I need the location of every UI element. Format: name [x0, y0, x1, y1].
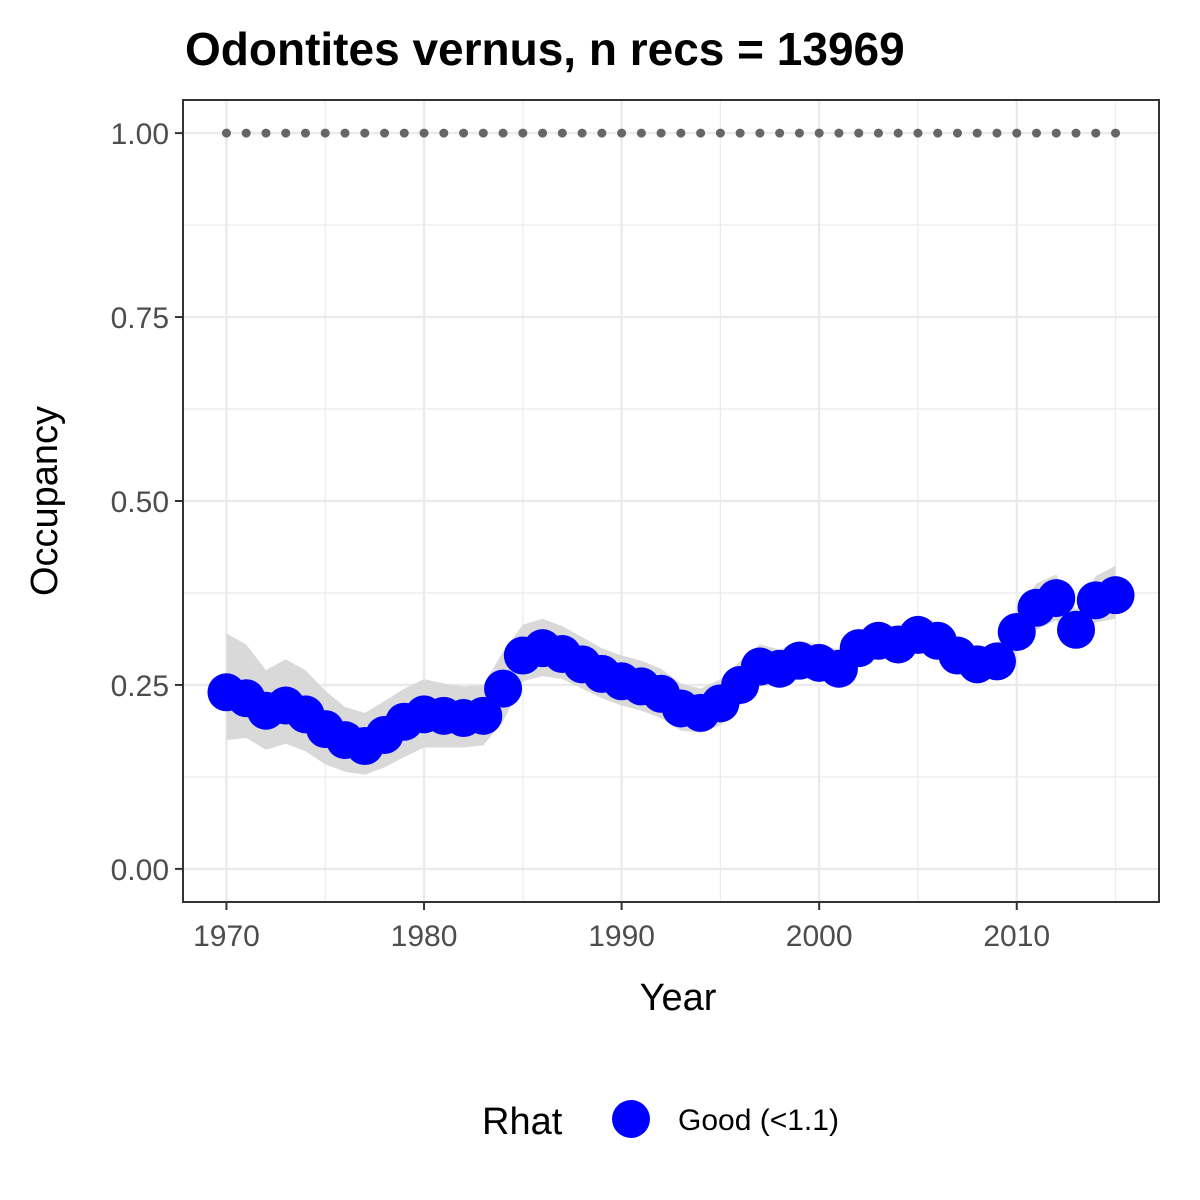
reference-dot: [518, 128, 528, 138]
reference-dot: [1032, 128, 1042, 138]
reference-dot: [261, 128, 271, 138]
reference-dot: [972, 128, 982, 138]
x-tick-label: 1990: [588, 920, 655, 953]
reference-dot: [538, 128, 548, 138]
reference-dot: [597, 128, 607, 138]
reference-dot: [814, 128, 824, 138]
x-tick-label: 2000: [786, 920, 853, 953]
reference-dot: [557, 128, 567, 138]
legend-title: Rhat: [482, 1101, 563, 1143]
reference-dot: [478, 128, 488, 138]
data-point: [1037, 579, 1076, 618]
reference-dot: [399, 128, 409, 138]
data-point: [1096, 576, 1135, 615]
reference-dot: [459, 128, 469, 138]
x-tick-label: 1980: [391, 920, 458, 953]
x-tick-label: 1970: [193, 920, 260, 953]
reference-dot: [873, 128, 883, 138]
reference-dot: [794, 128, 804, 138]
y-axis-ticks: 0.00 0.25 0.50 0.75 1.00: [111, 118, 183, 887]
reference-dot: [1012, 128, 1022, 138]
reference-dot: [933, 128, 943, 138]
reference-dot: [281, 128, 291, 138]
y-tick-label: 1.00: [111, 118, 169, 151]
reference-dot: [419, 128, 429, 138]
reference-dot: [913, 128, 923, 138]
chart-title: Odontites vernus, n recs = 13969: [185, 23, 905, 75]
reference-dot: [755, 128, 765, 138]
reference-dot: [775, 128, 785, 138]
reference-dot: [320, 128, 330, 138]
data-point: [977, 642, 1016, 681]
y-tick-label: 0.50: [111, 486, 169, 519]
reference-dot: [992, 128, 1002, 138]
reference-dot: [1051, 128, 1061, 138]
reference-dot: [221, 128, 231, 138]
reference-dot: [617, 128, 627, 138]
legend-label-good: Good (<1.1): [678, 1104, 839, 1137]
data-points: [207, 576, 1135, 766]
reference-dot: [636, 128, 646, 138]
y-tick-label: 0.25: [111, 670, 169, 703]
data-point: [484, 669, 523, 708]
reference-dot: [834, 128, 844, 138]
reference-dot: [1111, 128, 1121, 138]
reference-dot: [241, 128, 251, 138]
reference-dot: [735, 128, 745, 138]
reference-dot: [1071, 128, 1081, 138]
y-tick-label: 0.75: [111, 302, 169, 335]
reference-dot: [656, 128, 666, 138]
reference-dot: [696, 128, 706, 138]
data-point: [1057, 610, 1096, 649]
reference-dot: [854, 128, 864, 138]
reference-dot: [577, 128, 587, 138]
x-axis-title: Year: [640, 977, 717, 1019]
y-axis-title: Occupancy: [24, 406, 66, 596]
x-axis-ticks: 1970 1980 1990 2000 2010: [193, 902, 1050, 953]
reference-dot: [952, 128, 962, 138]
reference-dot: [676, 128, 686, 138]
reference-dot: [340, 128, 350, 138]
reference-dot: [380, 128, 390, 138]
y-tick-label: 0.00: [111, 854, 169, 887]
x-tick-label: 2010: [983, 920, 1050, 953]
reference-dot: [715, 128, 725, 138]
legend-key-good: [612, 1100, 650, 1138]
data-point: [464, 696, 503, 735]
reference-dot: [893, 128, 903, 138]
reference-dot: [360, 128, 370, 138]
reference-dot: [1091, 128, 1101, 138]
reference-dot: [300, 128, 310, 138]
reference-dot: [498, 128, 508, 138]
reference-line: [221, 128, 1121, 138]
legend: Rhat Good (<1.1): [482, 1100, 839, 1143]
reference-dot: [439, 128, 449, 138]
